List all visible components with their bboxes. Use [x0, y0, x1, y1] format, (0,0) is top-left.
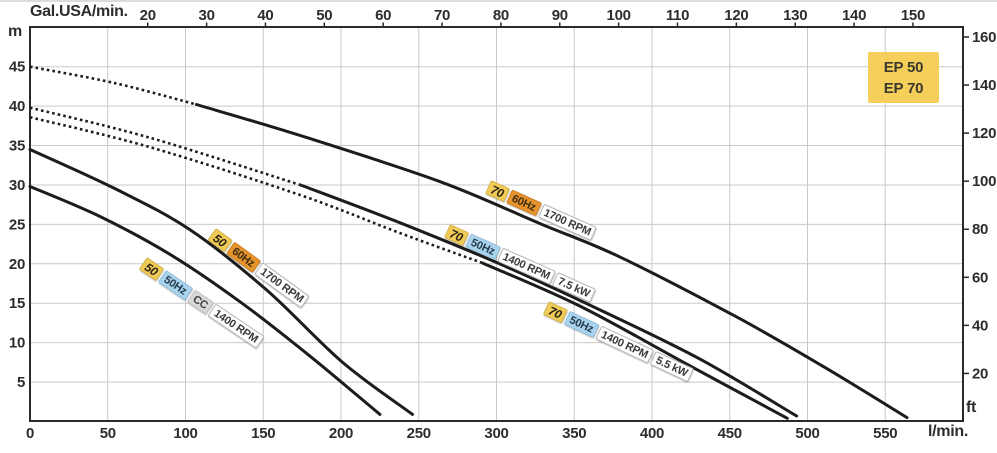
legend-item-ep70: EP 70: [883, 79, 924, 97]
left-axis-tick-label: 5: [17, 374, 25, 391]
bottom-axis-tick-label: 50: [100, 425, 116, 442]
curve-dotted-ep70-60hz-1700rpm: [29, 65, 197, 106]
curve-dotted-ep70-50hz-1400rpm-7-5kw: [29, 106, 301, 187]
bottom-axis-tick-label: 200: [329, 425, 353, 442]
right-axis-tick-label: 80: [972, 221, 988, 238]
top-axis-tick-label: 130: [783, 7, 807, 24]
bottom-axis-tick-label: 250: [407, 425, 431, 442]
top-axis-tick-label: 140: [842, 7, 866, 24]
right-axis-tick-label: 40: [972, 317, 988, 334]
curve-ep70-50hz-1400rpm-7-5kw: [299, 183, 799, 418]
right-axis-tick-label: 100: [972, 173, 996, 190]
bottom-axis-unit-label: l/min.: [928, 423, 968, 440]
top-axis-tick-label: 120: [724, 7, 748, 24]
bottom-axis-tick-label: 0: [26, 425, 34, 442]
left-axis-tick-label: 45: [9, 59, 25, 76]
bottom-axis-tick-label: 150: [251, 425, 275, 442]
top-axis-tick-label: 60: [375, 7, 391, 24]
left-axis-unit-label: m: [8, 23, 22, 40]
left-axis-tick-label: 15: [9, 295, 25, 312]
curve-ep70-60hz-1700rpm: [194, 103, 909, 420]
bottom-axis-tick-label: 450: [718, 425, 742, 442]
top-axis-tick-label: 110: [666, 7, 689, 24]
right-axis-tick-label: 60: [972, 269, 988, 286]
legend-item-ep50: EP 50: [883, 58, 924, 76]
bottom-axis-tick-label: 350: [562, 425, 586, 442]
top-axis-tick-label: 100: [607, 7, 631, 24]
curve-dotted-ep70-50hz-1400rpm-5-5kw: [29, 115, 483, 265]
right-axis-tick-label: 20: [972, 365, 988, 382]
top-axis-tick-label: 50: [316, 7, 332, 24]
bottom-axis-tick-label: 400: [640, 425, 664, 442]
curve-ep70-50hz-1400rpm-5-5kw: [481, 261, 789, 420]
plot-frame: [29, 26, 964, 422]
left-axis-tick-label: 20: [9, 256, 25, 273]
curve-ep50-60hz-1700rpm: [28, 148, 414, 416]
top-axis-unit-label: Gal.USA/min.: [30, 3, 128, 20]
top-axis-tick-label: 80: [493, 7, 509, 24]
right-axis-unit-label: ft: [966, 399, 977, 416]
left-axis-tick-label: 25: [9, 216, 25, 233]
top-axis-tick-label: 90: [552, 7, 568, 24]
bottom-axis-tick-label: 500: [795, 425, 819, 442]
right-axis-tick-label: 120: [972, 125, 996, 142]
left-axis-tick-label: 35: [9, 138, 25, 155]
left-axis-tick-label: 10: [9, 335, 25, 352]
right-axis-tick-label: 140: [972, 77, 996, 94]
page-top-rule: [0, 0, 997, 2]
top-axis-tick-label: 40: [257, 7, 273, 24]
top-axis-tick-label: 70: [434, 7, 450, 24]
right-axis-tick-label: 160: [972, 29, 996, 46]
bottom-axis-tick-label: 550: [873, 425, 897, 442]
bottom-axis-tick-label: 300: [484, 425, 508, 442]
legend-box: EP 50 EP 70: [868, 52, 939, 103]
top-axis-tick-label: 20: [140, 7, 156, 24]
bottom-axis-tick-label: 100: [173, 425, 197, 442]
top-axis-tick-label: 30: [199, 7, 215, 24]
left-axis-tick-label: 40: [9, 98, 25, 115]
top-axis-tick-label: 150: [901, 7, 925, 24]
left-axis-tick-label: 30: [9, 177, 25, 194]
curve-ep50-50hz-cc-1400rpm: [28, 185, 382, 416]
